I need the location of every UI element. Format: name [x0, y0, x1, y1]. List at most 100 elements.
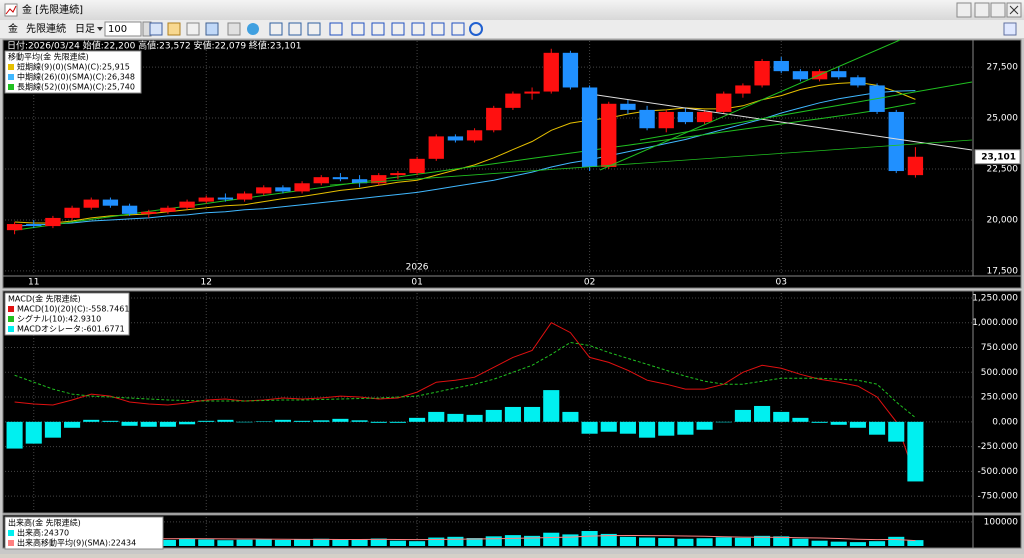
candle-body	[102, 199, 119, 206]
y-tick-label: 25,000	[987, 114, 1019, 124]
bar	[198, 539, 215, 546]
bar	[447, 536, 464, 546]
x-tick-label: 02	[584, 278, 595, 288]
bar	[888, 421, 905, 442]
legend-swatch	[8, 84, 14, 90]
btn-maximize[interactable]	[990, 2, 1006, 18]
bar	[466, 414, 483, 422]
legend-title: MACD(金 先限連続)	[8, 294, 81, 304]
series-line	[14, 534, 916, 542]
candle-body	[773, 60, 789, 72]
bar	[849, 421, 866, 428]
toolbar-period[interactable]: 日足	[75, 23, 95, 35]
bar	[773, 411, 790, 422]
tool-icon[interactable]	[269, 22, 283, 36]
bar	[83, 419, 100, 422]
tool-icon[interactable]	[371, 22, 385, 36]
tool-icon[interactable]	[247, 23, 259, 35]
bar	[274, 419, 291, 422]
candle-body	[179, 201, 195, 208]
bar	[159, 539, 176, 546]
tool-icon[interactable]	[351, 22, 365, 36]
tool-icon[interactable]	[227, 22, 241, 36]
bar	[792, 538, 809, 546]
bar	[44, 421, 61, 438]
bar	[639, 421, 656, 438]
btn-restore[interactable]	[956, 2, 972, 18]
bar	[389, 540, 406, 546]
bar	[907, 540, 924, 546]
last-price-tag	[974, 149, 1021, 165]
bar	[811, 540, 828, 546]
tool-icon[interactable]	[329, 22, 343, 36]
tool-icon[interactable]	[307, 22, 321, 36]
bar	[658, 421, 675, 436]
toolbar-symbol[interactable]: 金	[8, 22, 18, 35]
bar	[236, 539, 253, 546]
last-price-label: 23,101	[981, 152, 1016, 162]
candle-body	[121, 205, 138, 214]
toolbar-count[interactable]: 100	[108, 24, 127, 35]
btn-minimize[interactable]	[974, 2, 990, 18]
candle-body	[409, 158, 425, 174]
tool-icon[interactable]	[149, 22, 163, 36]
bar	[102, 420, 119, 422]
bar	[524, 406, 541, 422]
candle-body	[428, 136, 444, 159]
candle-body	[907, 156, 924, 176]
dropdown-arrow[interactable]	[97, 27, 103, 31]
candle-body	[6, 224, 23, 231]
x-tick-label: 12	[201, 278, 212, 288]
toolbar-contract[interactable]: 先限連続	[26, 22, 66, 35]
candle-body	[236, 193, 253, 200]
candle-body	[447, 136, 464, 141]
bar	[600, 533, 617, 546]
tool-icon[interactable]	[205, 22, 219, 36]
tool-icon[interactable]	[391, 22, 405, 36]
bar	[409, 541, 426, 546]
tool-icon[interactable]	[469, 22, 483, 36]
candle-body	[64, 207, 80, 218]
candle-body	[141, 211, 157, 214]
legend-entry: 出来高移動平均(9)(SMA):22434	[17, 538, 136, 548]
series-line	[14, 322, 916, 478]
legend-entry: 長期線(52)(0)(SMA)(C):25,740	[17, 82, 135, 92]
bar	[485, 536, 502, 546]
window-title: 金 [先限連続]	[22, 3, 83, 16]
candle-body	[505, 93, 521, 108]
candle-body	[677, 111, 694, 123]
bar	[389, 421, 406, 423]
close-glyph	[1009, 5, 1019, 15]
bar	[236, 421, 253, 423]
tool-icon[interactable]	[167, 22, 181, 36]
candle-body	[83, 199, 99, 208]
tool-icon[interactable]	[411, 22, 425, 36]
candle-body	[658, 111, 674, 129]
bar	[715, 537, 732, 546]
y-tick-label: 1,000.000	[972, 318, 1018, 328]
y-tick-label: 17,500	[987, 266, 1019, 276]
bar	[217, 419, 234, 422]
bar	[869, 541, 886, 546]
y-tick-label: 22,500	[987, 165, 1019, 175]
candle-body	[735, 85, 751, 94]
bar	[466, 538, 483, 546]
bar	[428, 411, 445, 422]
tool-icon[interactable]	[451, 22, 465, 36]
bar	[370, 538, 387, 546]
tool-icon[interactable]	[1003, 22, 1017, 36]
legend-swatch	[8, 530, 14, 536]
tool-icon[interactable]	[186, 22, 200, 36]
tool-icon[interactable]	[288, 22, 302, 36]
candle-body	[332, 177, 349, 180]
legend-entry: 短期線(9)(0)(SMA)(C):25,915	[17, 62, 130, 72]
bar	[658, 538, 675, 546]
tool-icon[interactable]	[431, 22, 445, 36]
bar	[159, 421, 176, 427]
candle-body	[562, 52, 579, 88]
candle-body	[466, 130, 483, 141]
count-box[interactable]	[104, 21, 142, 37]
bar	[370, 421, 387, 423]
bar	[332, 418, 349, 422]
legend-swatch	[8, 316, 14, 322]
